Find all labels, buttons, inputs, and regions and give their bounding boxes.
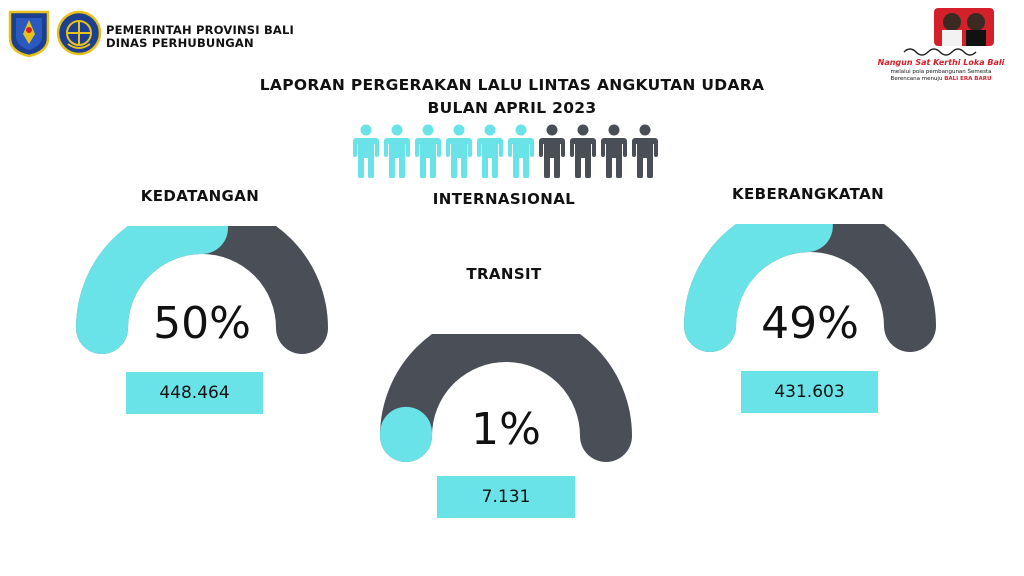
count-box-transit: 7.131 (437, 476, 575, 518)
gauge-percent-departures: 49% (761, 298, 859, 349)
person-icon (353, 124, 379, 178)
brand-logo: Nangun Sat Kerthi Loka Bali melalui pola… (876, 6, 1006, 90)
person-icon (539, 124, 565, 178)
brand-tagline-prefix: melalui pola pembangunan Semesta Berenca… (890, 69, 992, 82)
person-icon (477, 124, 503, 178)
brand-tagline-highlight: BALI ERA BARU (944, 76, 992, 82)
person-icon (446, 124, 472, 178)
gauge-title-arrivals: KEDATANGAN (140, 187, 260, 205)
gauge-percent-transit: 1% (471, 404, 541, 455)
person-icon (415, 124, 441, 178)
report-subtitle: BULAN APRIL 2023 (427, 99, 597, 117)
header-line-province: PEMERINTAH PROVINSI BALI (106, 23, 295, 37)
gauge-title-departures: KEBERANGKATAN (731, 185, 885, 203)
gauge-arrivals (76, 226, 328, 354)
person-icon (508, 124, 534, 178)
header-line-agency: DINAS PERHUBUNGAN (106, 36, 254, 50)
gauge-fill (76, 226, 228, 354)
bali-province-logo (6, 8, 52, 58)
gauge-percent-arrivals: 50% (153, 298, 251, 349)
report-title: LAPORAN PERGERAKAN LALU LINTAS ANGKUTAN … (259, 76, 765, 94)
person-icon (601, 124, 627, 178)
people-icon-row (352, 124, 664, 178)
person-icon (632, 124, 658, 178)
brand-motto: Nangun Sat Kerthi Loka Bali (877, 58, 1005, 67)
person-icon (384, 124, 410, 178)
gauge-departures (684, 224, 936, 352)
brand-tagline: melalui pola pembangunan Semesta Berenca… (876, 69, 1006, 83)
gauge-transit (380, 334, 632, 462)
count-box-departures: 431.603 (741, 371, 878, 413)
count-box-arrivals: 448.464 (126, 372, 263, 414)
leaders-portrait-icon (903, 8, 994, 56)
category-label: INTERNASIONAL (432, 190, 576, 208)
gauge-fill (684, 224, 833, 352)
gauge-track (380, 334, 632, 462)
person-icon (570, 124, 596, 178)
dishub-logo (56, 10, 102, 56)
gauge-title-transit: TRANSIT (466, 265, 542, 283)
header-org-text: PEMERINTAH PROVINSI BALI DINAS PERHUBUNG… (106, 24, 294, 50)
